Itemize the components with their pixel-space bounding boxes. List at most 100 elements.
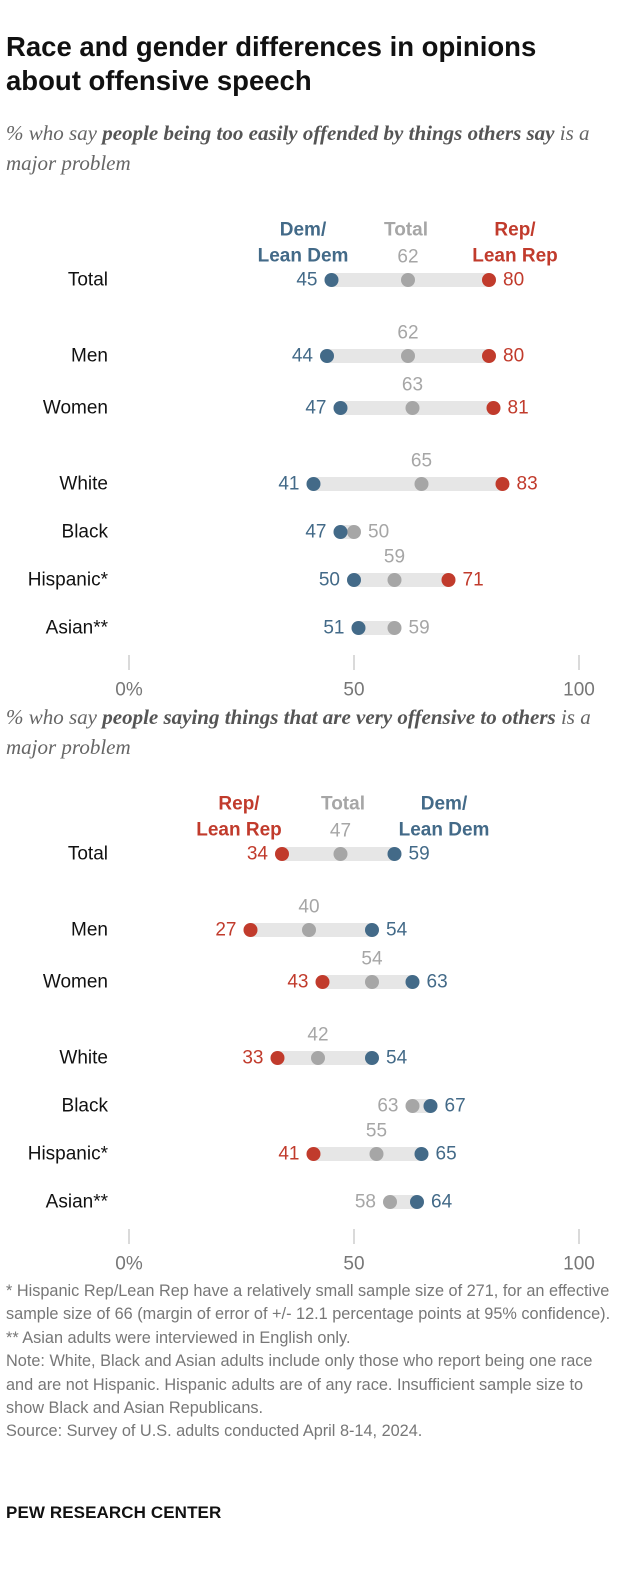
footnote-hispanic-sample: * Hispanic Rep/Lean Rep have a relativel… xyxy=(6,1282,611,1324)
value-label-dem-lean-dem: 41 xyxy=(278,474,299,495)
row-women: Women 47 81 63 xyxy=(43,375,529,419)
dot-dem-lean-dem xyxy=(333,401,348,415)
row-men: Men 44 80 62 xyxy=(71,323,524,367)
subtitle-suffix: is a major problem xyxy=(6,121,590,175)
dot-dem-lean-dem xyxy=(324,273,339,287)
value-label-total: 54 xyxy=(361,949,383,970)
x-tick-label-50: 50 xyxy=(343,1254,364,1275)
value-label-rep-lean-rep: 34 xyxy=(247,844,269,865)
dot-rep-lean-rep xyxy=(482,349,496,363)
header-left-line-1: Dem/ xyxy=(280,220,327,241)
category-label: White xyxy=(59,1048,108,1069)
dot-total xyxy=(333,847,348,861)
dot-dem-lean-dem xyxy=(414,1147,429,1161)
header-left-line-2: Lean Dem xyxy=(258,246,349,267)
dot-dem-lean-dem xyxy=(423,1099,438,1113)
dot-rep-lean-rep xyxy=(315,975,330,989)
value-label-total: 58 xyxy=(355,1192,376,1213)
value-label-rep-lean-rep: 41 xyxy=(278,1144,299,1165)
row-black: Black 63 67 xyxy=(62,1096,466,1117)
dot-total xyxy=(365,975,379,989)
value-label-rep-lean-rep: 81 xyxy=(508,398,529,419)
subtitle-suffix: is a major problem xyxy=(6,705,591,759)
row-women: Women 43 63 54 xyxy=(43,949,448,993)
row-total: Total 45 80 62 xyxy=(68,247,524,291)
category-label: Men xyxy=(71,920,108,941)
chart-title: Race and gender differences in opinions … xyxy=(6,31,537,96)
category-label: Asian** xyxy=(46,618,109,639)
value-label-dem-lean-dem: 59 xyxy=(409,844,430,865)
dot-total xyxy=(302,923,316,937)
dot-rep-lean-rep xyxy=(441,573,456,587)
subtitle-emphasis: people saying things that are very offen… xyxy=(102,705,556,729)
value-label-dem-lean-dem: 47 xyxy=(305,522,326,543)
dot-rep-lean-rep xyxy=(482,273,496,287)
panel-2-dot-chart: Rep/Lean Rep Total Dem/Lean Dem 0% 50 100 Tota… xyxy=(28,794,595,1275)
dot-dem-lean-dem xyxy=(365,923,379,937)
value-label-dem-lean-dem: 54 xyxy=(386,1048,408,1069)
dot-total xyxy=(401,273,415,287)
subtitle-emphasis: people being too easily offended by thin… xyxy=(102,121,555,145)
category-label: Total xyxy=(68,270,108,291)
footnote-asian-english: ** Asian adults were interviewed in Engl… xyxy=(6,1328,351,1347)
footnote-note: Note: White, Black and Asian adults incl… xyxy=(6,1352,593,1418)
x-tick-label-0: 0% xyxy=(115,680,143,701)
header-right-line-1: Rep/ xyxy=(494,220,536,241)
dot-total xyxy=(369,1147,384,1161)
panel-1-subtitle: % who say people being too easily offend… xyxy=(6,118,606,178)
x-tick-label-0: 0% xyxy=(115,1254,143,1275)
value-label-dem-lean-dem: 47 xyxy=(305,398,326,419)
dot-rep-lean-rep xyxy=(486,401,501,415)
category-label: Men xyxy=(71,346,108,367)
value-label-rep-lean-rep: 80 xyxy=(503,270,524,291)
dot-total xyxy=(387,573,402,587)
value-label-dem-lean-dem: 51 xyxy=(323,618,344,639)
dot-dem-lean-dem xyxy=(365,1051,379,1065)
value-label-total: 59 xyxy=(384,547,405,568)
dot-rep-lean-rep xyxy=(243,923,258,937)
row-black: Black 47 50 xyxy=(62,522,390,543)
value-label-dem-lean-dem: 54 xyxy=(386,920,408,941)
category-label: Hispanic* xyxy=(28,570,109,591)
value-label-total: 63 xyxy=(377,1096,398,1117)
x-tick-label-50: 50 xyxy=(343,680,364,701)
value-label-dem-lean-dem: 67 xyxy=(445,1096,466,1117)
header-left-line-1: Rep/ xyxy=(218,794,260,815)
value-label-dem-lean-dem: 45 xyxy=(296,270,317,291)
category-label: Women xyxy=(43,972,108,993)
value-label-total: 63 xyxy=(402,375,423,396)
category-label: Black xyxy=(62,1096,109,1117)
dot-rep-lean-rep xyxy=(306,1147,321,1161)
value-label-total: 62 xyxy=(397,323,418,344)
row-white: White 33 54 42 xyxy=(59,1025,407,1069)
header-right-line-2: Lean Rep xyxy=(472,246,558,267)
subtitle-prefix: % who say xyxy=(6,121,103,145)
value-label-total: 55 xyxy=(366,1121,387,1142)
header-right-line-1: Dem/ xyxy=(421,794,468,815)
value-label-total: 47 xyxy=(330,821,351,842)
dot-dem-lean-dem xyxy=(351,621,366,635)
value-label-total: 42 xyxy=(307,1025,328,1046)
row-total: Total 34 59 47 xyxy=(68,821,430,865)
category-label: Asian** xyxy=(46,1192,109,1213)
value-label-rep-lean-rep: 71 xyxy=(463,570,484,591)
value-label-rep-lean-rep: 33 xyxy=(242,1048,263,1069)
value-label-rep-lean-rep: 43 xyxy=(287,972,308,993)
dot-dem-lean-dem xyxy=(320,349,334,363)
header-left-line-2: Lean Rep xyxy=(196,820,282,841)
x-tick-label-100: 100 xyxy=(563,1254,595,1275)
dot-rep-lean-rep xyxy=(495,477,510,491)
dot-total xyxy=(383,1195,397,1209)
dot-total xyxy=(401,349,415,363)
footnote-source: Source: Survey of U.S. adults conducted … xyxy=(6,1422,423,1441)
dot-total xyxy=(414,477,429,491)
value-label-total: 65 xyxy=(411,451,432,472)
value-label-total: 62 xyxy=(397,247,418,268)
x-tick-label-100: 100 xyxy=(563,680,595,701)
panel-2-subtitle: % who say people saying things that are … xyxy=(6,702,606,762)
dot-dem-lean-dem xyxy=(347,573,361,587)
value-label-dem-lean-dem: 63 xyxy=(427,972,448,993)
brand-logo-text: PEW RESEARCH CENTER xyxy=(6,1503,222,1522)
category-label: Black xyxy=(62,522,109,543)
dot-rep-lean-rep xyxy=(275,847,289,861)
